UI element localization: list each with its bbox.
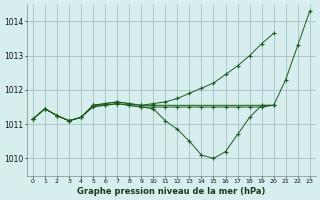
X-axis label: Graphe pression niveau de la mer (hPa): Graphe pression niveau de la mer (hPa): [77, 187, 266, 196]
